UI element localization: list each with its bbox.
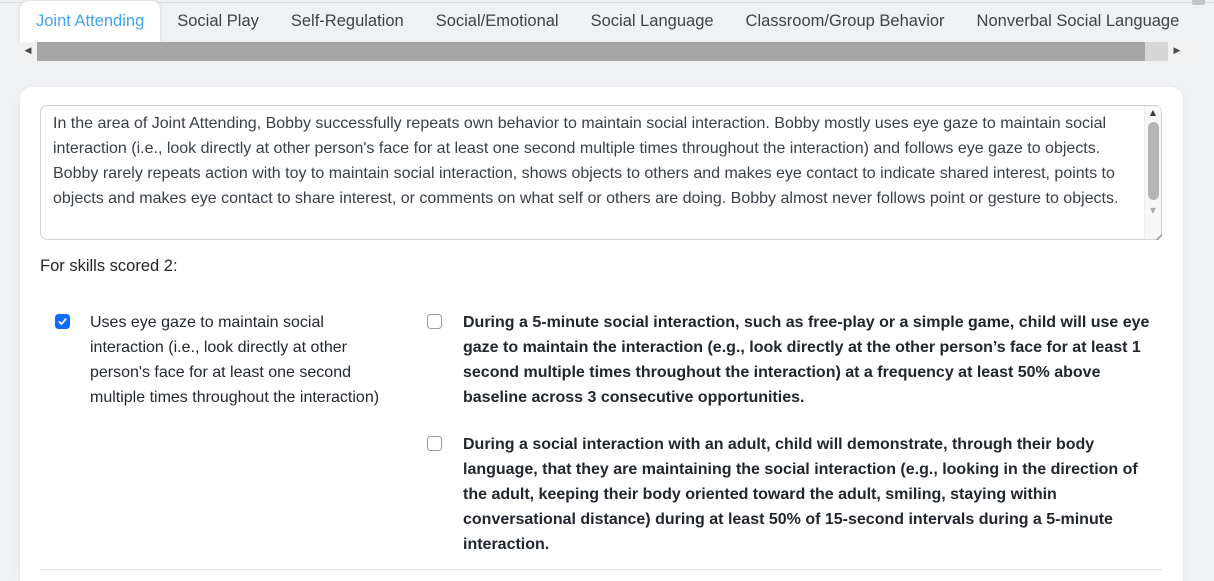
tab-classroom-group-behavior[interactable]: Classroom/Group Behavior [745, 11, 945, 30]
goal-checkbox-1[interactable] [427, 314, 442, 329]
horizontal-scrollbar-thumb[interactable] [37, 42, 1146, 61]
textarea-scrollbar-thumb[interactable] [1147, 122, 1159, 200]
horizontal-scrollbar-track[interactable] [37, 42, 1168, 61]
goals-column: During a 5-minute social interaction, su… [427, 310, 1162, 557]
narrative-textarea[interactable]: In the area of Joint Attending, Bobby su… [40, 105, 1162, 240]
section-divider [40, 569, 1162, 570]
narrative-textarea-wrap: In the area of Joint Attending, Bobby su… [40, 105, 1162, 240]
skill-item: Uses eye gaze to maintain social interac… [40, 310, 427, 410]
scroll-left-button[interactable]: ◀ [19, 42, 37, 61]
tab-joint-attending[interactable]: Joint Attending [19, 0, 162, 42]
skill-label: Uses eye gaze to maintain social interac… [90, 314, 380, 406]
down-arrow-icon: ▼ [1149, 205, 1157, 215]
category-tabbar: Joint Attending Social Play Self-Regulat… [19, 0, 1214, 42]
up-arrow-icon: ▲ [1149, 107, 1157, 117]
skill-checkbox[interactable] [55, 314, 70, 329]
textarea-vertical-scrollbar[interactable]: ▲ ▼ [1144, 106, 1161, 239]
skills-column: Uses eye gaze to maintain social interac… [40, 310, 427, 557]
goal-text-2: During a social interaction with an adul… [463, 436, 1138, 553]
left-arrow-icon: ◀ [24, 46, 32, 56]
tab-self-regulation[interactable]: Self-Regulation [290, 11, 404, 30]
goal-item: During a 5-minute social interaction, su… [427, 310, 1162, 410]
right-arrow-icon: ▶ [1173, 46, 1181, 56]
tab-social-language[interactable]: Social Language [590, 11, 714, 30]
scroll-right-button[interactable]: ▶ [1168, 42, 1186, 61]
goal-text-1: During a 5-minute social interaction, su… [463, 314, 1150, 406]
textarea-scroll-down-button[interactable]: ▼ [1150, 204, 1156, 217]
skills-section-heading: For skills scored 2: [40, 257, 178, 275]
checkmark-icon [58, 318, 67, 325]
tab-social-play[interactable]: Social Play [177, 11, 259, 30]
goal-checkbox-2[interactable] [427, 436, 442, 451]
tab-nonverbal-social-language[interactable]: Nonverbal Social Language [976, 11, 1180, 30]
tab-social-emotional[interactable]: Social/Emotional [435, 11, 559, 30]
goal-item: During a social interaction with an adul… [427, 432, 1162, 557]
page-vertical-scrollbar-fragment[interactable] [1192, 0, 1205, 5]
joint-attending-panel: In the area of Joint Attending, Bobby su… [20, 87, 1183, 581]
top-hairline [0, 2, 1214, 3]
skills-goals-grid: Uses eye gaze to maintain social interac… [40, 310, 1162, 557]
textarea-scroll-up-button[interactable]: ▲ [1150, 106, 1156, 119]
tabs-horizontal-scrollbar[interactable]: ◀ ▶ [19, 42, 1186, 61]
